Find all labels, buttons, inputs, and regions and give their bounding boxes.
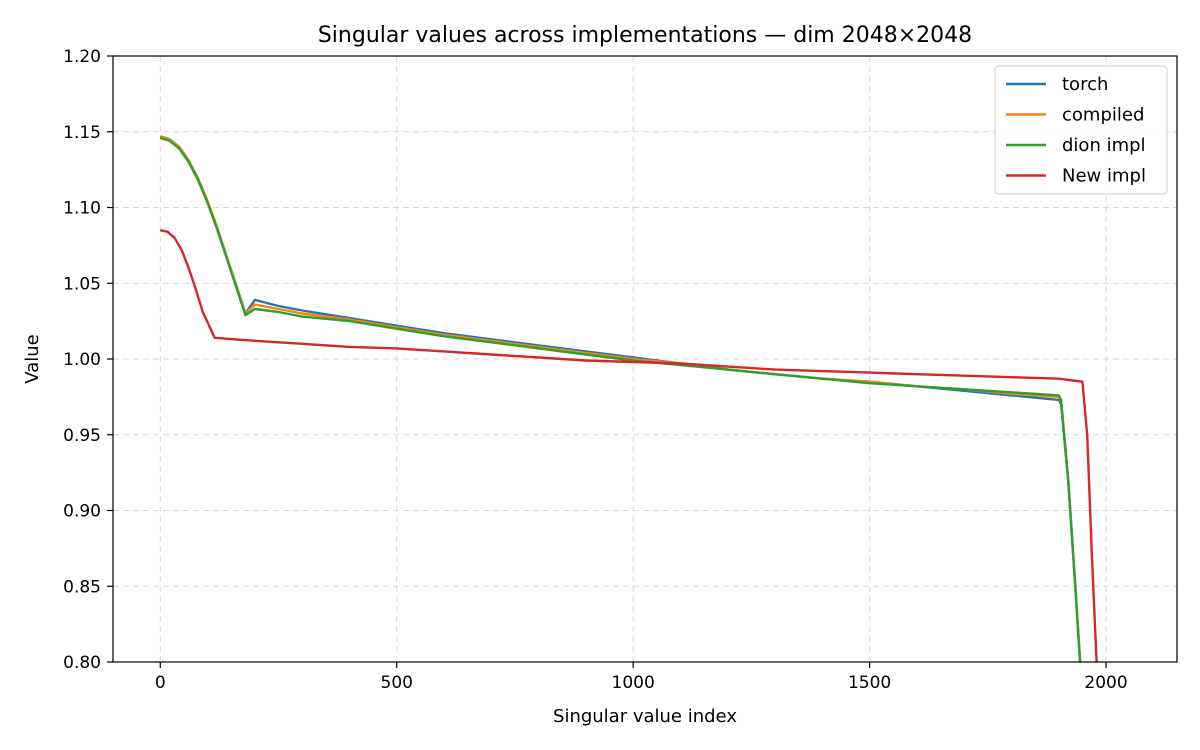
x-tick-label: 0 (155, 673, 166, 693)
legend-label-torch: torch (1062, 74, 1108, 95)
y-tick-label: 0.85 (63, 577, 101, 597)
legend-label-compiled: compiled (1062, 105, 1144, 126)
x-axis-title: Singular value index (553, 706, 737, 727)
x-tick-label: 500 (381, 673, 413, 693)
legend-label-new-impl: New impl (1062, 166, 1146, 187)
y-axis-title: Value (22, 334, 43, 383)
y-tick-label: 1.00 (63, 350, 101, 370)
y-tick-label: 0.95 (63, 426, 101, 446)
y-tick-label: 1.05 (63, 274, 101, 294)
chart-title: Singular values across implementations —… (318, 23, 972, 48)
y-tick-label: 1.20 (63, 47, 101, 67)
y-tick-label: 1.15 (63, 123, 101, 143)
x-tick-label: 2000 (1084, 673, 1127, 693)
legend: torch compiled dion impl New impl (995, 66, 1167, 194)
legend-label-dion-impl: dion impl (1062, 135, 1146, 156)
y-tick-label: 0.90 (63, 502, 101, 522)
y-tick-label: 1.10 (63, 199, 101, 219)
y-tick-label: 0.80 (63, 653, 101, 673)
x-tick-label: 1000 (612, 673, 655, 693)
x-tick-label: 1500 (848, 673, 891, 693)
